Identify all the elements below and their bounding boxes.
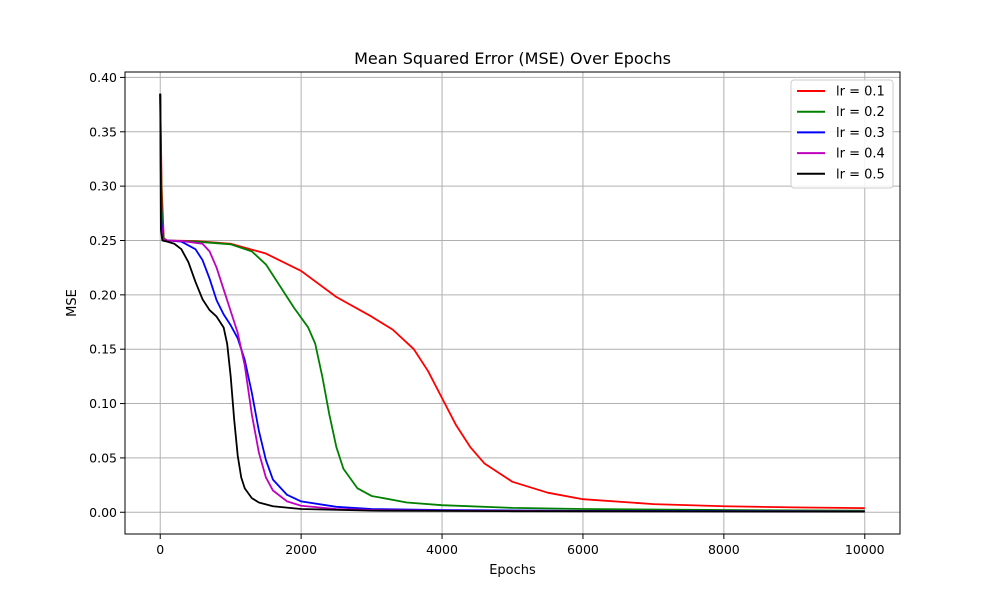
x-tick-label: 0 [156,542,164,557]
series-line-5 [159,93,865,513]
legend: lr = 0.1 lr = 0.2 lr = 0.3 lr = 0.4 lr = 0.5 [790,79,894,189]
plot-frame [124,71,901,535]
x-tick-label: 6000 [567,542,599,557]
legend-box [790,79,894,189]
x-tick-label: 8000 [708,542,740,557]
chart-title: Mean Squared Error (MSE) Over Epochs [354,49,671,68]
y-tick-label: 0.15 [89,342,117,357]
y-tick-label: 0.25 [89,233,117,248]
y-tick-label: 0.00 [89,505,117,520]
series-line-4 [159,93,865,513]
y-tick-label: 0.05 [89,450,117,465]
y-tick-label: 0.20 [89,287,117,302]
grid-layer [125,72,900,534]
x-tick-label: 4000 [426,542,458,557]
y-axis-label: MSE [65,289,80,317]
legend-label: lr = 0.4 [836,147,885,162]
series-line-2 [159,93,865,512]
x-tick-label: 10000 [845,542,885,557]
ticks-layer: 0 2000 4000 6000 8000 10000 0.00 0.05 0.10 0.15 0.… [89,70,885,557]
legend-label: lr = 0.1 [836,85,885,100]
y-tick-label: 0.35 [89,124,117,139]
x-tick-label: 2000 [285,542,317,557]
y-tick-label: 0.10 [89,396,117,411]
series-layer [159,93,865,513]
x-axis-label: Epochs [489,563,536,578]
series-line-3 [159,93,865,513]
y-tick-label: 0.30 [89,179,117,194]
legend-label: lr = 0.3 [836,126,885,141]
legend-label: lr = 0.5 [836,167,885,182]
y-tick-label: 0.40 [89,70,117,85]
legend-label: lr = 0.2 [836,105,885,120]
series-line-1 [159,93,865,510]
